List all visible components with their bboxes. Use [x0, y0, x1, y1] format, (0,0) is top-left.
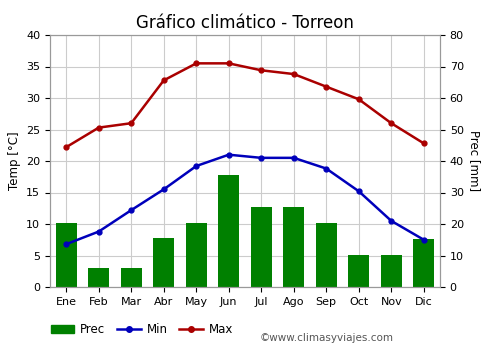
- Bar: [56, 223, 77, 287]
- Y-axis label: Temp [°C]: Temp [°C]: [8, 132, 20, 190]
- Bar: [88, 268, 110, 287]
- Bar: [250, 207, 272, 287]
- Title: Gráfico climático - Torreon: Gráfico climático - Torreon: [136, 14, 354, 32]
- Bar: [283, 207, 304, 287]
- Text: ©www.climasyviajes.com: ©www.climasyviajes.com: [260, 333, 394, 343]
- Y-axis label: Prec [mm]: Prec [mm]: [468, 131, 480, 191]
- Bar: [120, 268, 142, 287]
- Bar: [316, 223, 337, 287]
- Bar: [186, 223, 207, 287]
- Bar: [413, 239, 434, 287]
- Bar: [380, 255, 402, 287]
- Bar: [348, 255, 370, 287]
- Bar: [218, 175, 240, 287]
- Bar: [153, 238, 174, 287]
- Legend: Prec, Min, Max: Prec, Min, Max: [46, 318, 238, 341]
